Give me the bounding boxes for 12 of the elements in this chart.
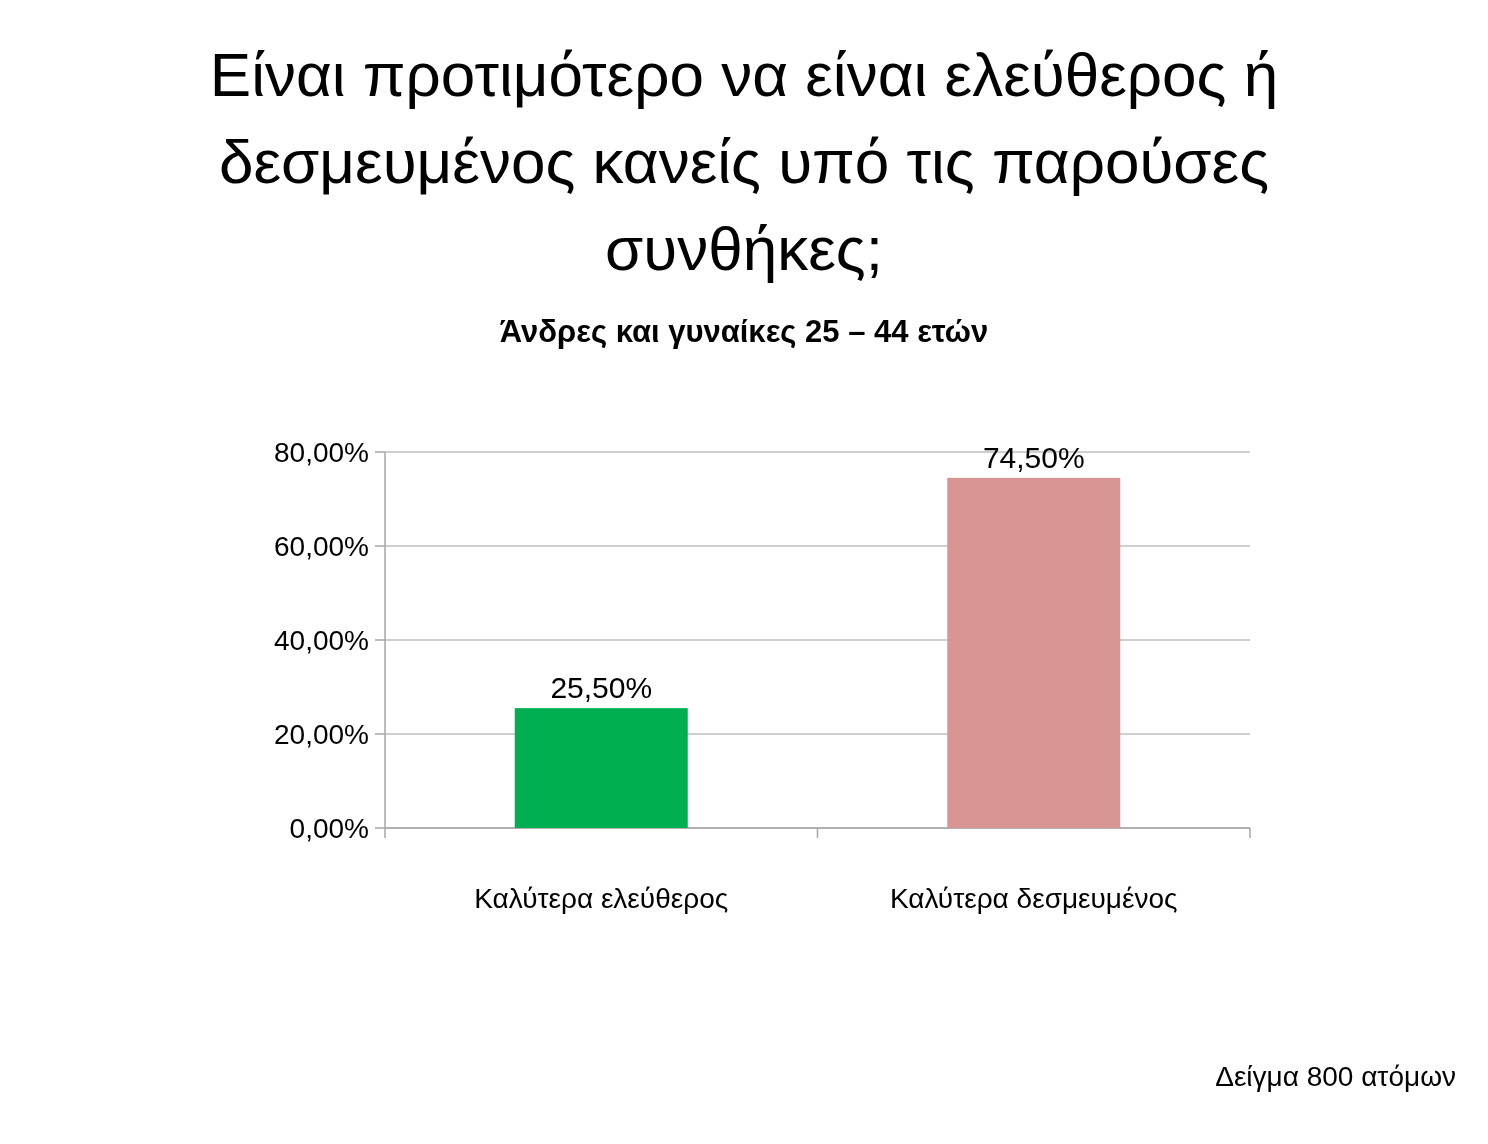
data-label: 74,50% xyxy=(982,440,1085,474)
y-tick-label: 80,00% xyxy=(274,436,369,468)
y-tick-label: 60,00% xyxy=(274,530,369,562)
text: Δείγμα 800 ατόμων xyxy=(1215,1061,1456,1092)
x-tick-label: Καλύτερα δεσμευμένος xyxy=(889,883,1178,914)
chart-subtitle: Άνδρες και γυναίκες 25 – 44 ετών xyxy=(499,314,989,349)
x-tick-label: Καλύτερα ελεύθερος xyxy=(474,883,729,914)
y-tick-label: 40,00% xyxy=(274,624,369,656)
y-tick-label: 0,00% xyxy=(289,812,369,844)
chart-title: Είναι προτιμότερο να είναι ελεύθερος ή δεσμευμένος κανείς υπό τις παρούσες συνθήκες; xyxy=(209,40,1279,283)
data-label: 25,50% xyxy=(550,671,653,705)
y-tick-label: 20,00% xyxy=(274,718,369,750)
